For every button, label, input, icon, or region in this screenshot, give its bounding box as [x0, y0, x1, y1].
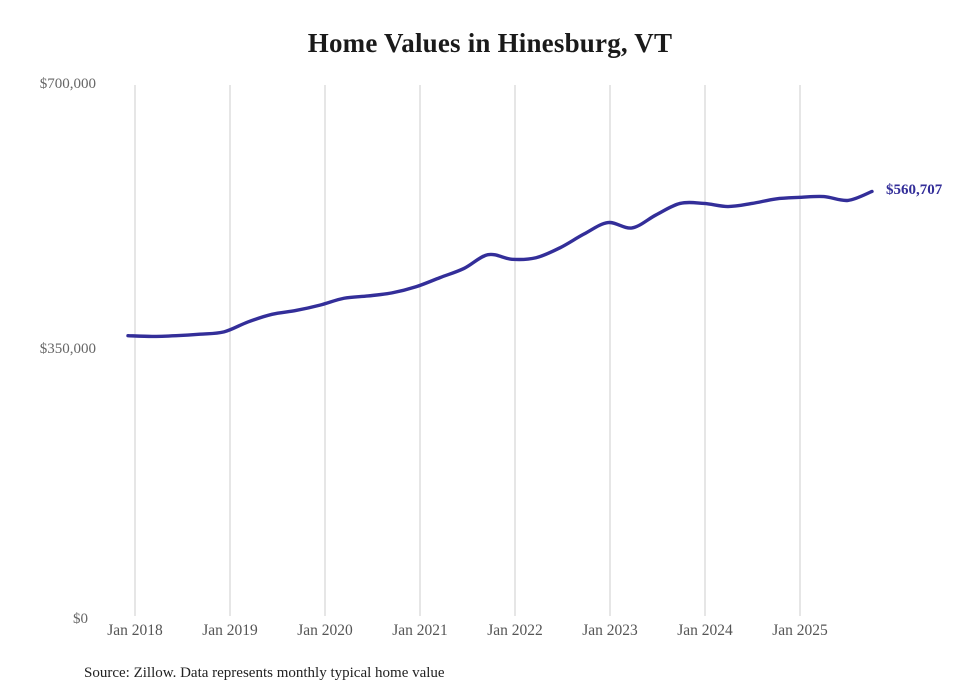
chart-title: Home Values in Hinesburg, VT	[307, 28, 673, 58]
y-axis-tick-0: $0	[73, 611, 88, 627]
y-axis-tick-350000: $350,000	[39, 341, 96, 357]
x-axis-tick-jan-2023: Jan 2023	[582, 622, 638, 639]
end-of-series-value-label: $560,707	[886, 182, 943, 199]
source-note: Source: Zillow. Data represents monthly …	[84, 665, 445, 681]
gridlines	[134, 85, 801, 616]
x-axis-tick-jan-2021: Jan 2021	[392, 622, 448, 639]
x-axis-tick-jan-2025: Jan 2025	[772, 622, 828, 639]
home-value-line	[126, 189, 874, 339]
x-axis-tick-jan-2020: Jan 2020	[297, 622, 353, 639]
x-axis-tick-jan-2019: Jan 2019	[202, 622, 258, 639]
x-axis-tick-jan-2018: Jan 2018	[107, 622, 163, 639]
x-axis-tick-jan-2022: Jan 2022	[487, 622, 543, 639]
x-axis-tick-jan-2024: Jan 2024	[677, 622, 733, 639]
y-axis-tick-700000: $700,000	[39, 76, 96, 92]
